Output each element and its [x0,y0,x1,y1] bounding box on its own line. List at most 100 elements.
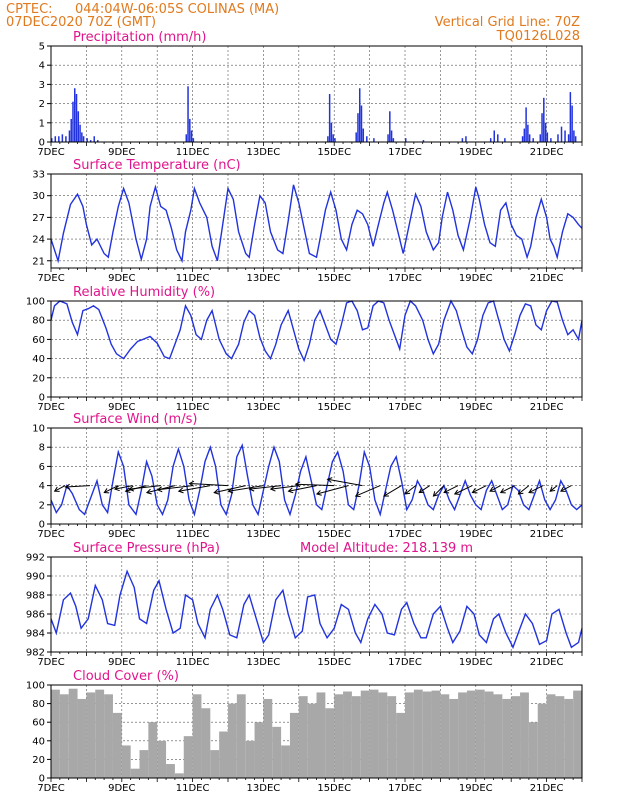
cloud-bar [130,768,140,778]
x-tick-label: 19DEC [459,147,493,158]
precip-bar [532,138,534,142]
precip-bar [564,130,566,142]
cloud-bar [254,722,264,778]
precip-bar [573,130,575,142]
temp-panel: 21 24 27 30 33 7DEC 9DEC 11DEC 13DEC 15DEC 17DEC 19… [32,158,583,284]
wind-arrow [418,485,431,494]
wind-arrow [103,485,119,494]
cloud-bar [502,698,512,778]
precip-bar [93,136,95,142]
y-tick-label: 24 [32,235,45,246]
precip-bar [504,138,506,142]
precip-bar [525,107,527,142]
precip-bar [97,140,99,142]
x-tick-label: 13DEC [247,147,281,158]
x-tick-label: 15DEC [317,529,351,540]
x-tick-label: 7DEC [37,657,64,668]
wind-arrow [128,485,161,492]
cloud-bar [51,689,60,778]
y-tick-label: 0 [39,774,45,785]
precip-bar [390,130,393,142]
cloud-bar [351,696,361,778]
precip-bar [543,97,545,142]
x-tick-label: 17DEC [388,273,422,284]
cloud-panel: 0 20 40 60 80 100 7DEC 9DEC 11DEC 13DEC 15DEC 17DEC… [26,669,583,794]
temp-series-line [50,184,583,264]
cloud-bar [104,694,113,778]
precip-bar [82,136,85,142]
y-tick-label: 990 [26,572,45,583]
cloud-bar [121,745,131,778]
x-tick-label: 9DEC [108,529,135,540]
cloud-bar [475,689,485,778]
wind-arrow [432,485,445,497]
cloud-bar [449,698,459,778]
y-tick-label: 4 [39,61,45,72]
x-tick-label: 13DEC [247,657,281,668]
y-tick-label: 3 [39,80,45,91]
cloud-bar [546,694,556,778]
cloud-bar [201,708,211,778]
cloud-bar [68,688,78,778]
cloud-bar [431,690,441,778]
cloud-bar [316,692,326,778]
y-tick-label: 0 [39,393,45,404]
precip-bar [65,136,67,142]
precip-bar [465,136,467,142]
header-run-time: 07DEC2020 70Z (GMT) [6,15,156,30]
cloud-bar [174,773,184,778]
y-tick-label: 5 [39,42,45,53]
precip-bar [185,134,188,142]
y-tick-label: 33 [32,170,45,181]
precip-bar [89,140,92,142]
precip-bar [332,134,334,142]
wind-arrow [517,485,530,495]
x-tick-label: 7DEC [37,402,64,413]
precip-bar [527,124,529,142]
wind-arrow [471,485,487,494]
cloud-bar [86,692,96,778]
cloud-bar [528,722,538,778]
precip-bar [75,94,78,142]
header-grid-line: Vertical Grid Line: 70Z [435,15,580,30]
precip-bar [355,132,357,142]
wind-arrow [156,485,193,493]
cloud-bar [343,691,352,778]
wind-arrow [354,485,381,498]
precip-bar [187,86,189,142]
wind-arrow [213,485,246,495]
x-tick-label: 13DEC [247,529,281,540]
x-tick-label: 21DEC [530,147,564,158]
precip-bar [189,118,191,142]
wind-arrow [248,485,282,492]
precip-bar [72,101,74,142]
precip-bar [327,136,329,142]
y-tick-label: 2 [39,99,45,110]
temp-title: Surface Temperature (nC) [73,158,241,173]
precip-bar [81,132,83,142]
rh-title: Relative Humidity (%) [73,285,215,300]
precip-bar [546,132,549,142]
precip-bar [51,138,53,142]
precip-bar [358,88,361,142]
wind-arrow [227,485,264,494]
precip-title: Precipitation (mm/h) [73,30,206,45]
precip-bar [392,138,395,142]
cloud-bar [148,722,158,778]
press-panel: 982 984 986 988 990 992 7DEC 9DEC 11DEC 13DEC 15DE… [26,541,583,668]
cloud-bar [77,698,87,778]
x-tick-label: 15DEC [317,402,351,413]
x-tick-label: 17DEC [388,783,422,794]
wind-arrow [443,485,459,494]
cloud-bar [458,692,467,778]
wind-arrow [188,480,229,487]
precip-bar [79,124,81,142]
x-tick-label: 11DEC [176,402,210,413]
precip-bar [389,111,391,142]
x-tick-label: 15DEC [317,147,351,158]
precip-bar [190,130,193,142]
precip-bar [387,134,389,142]
cloud-bar [228,703,237,778]
precip-bar [461,138,464,142]
precip-bar [557,134,559,142]
